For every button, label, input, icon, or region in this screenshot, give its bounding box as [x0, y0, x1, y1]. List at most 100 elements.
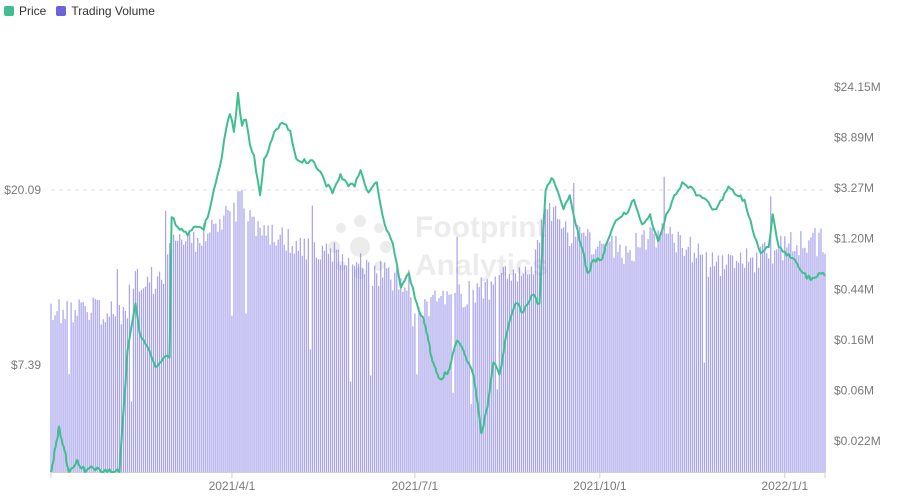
- volume-bar: [800, 231, 802, 472]
- volume-bar: [798, 255, 800, 472]
- volume-bar: [102, 319, 104, 472]
- volume-bar: [657, 230, 659, 472]
- volume-bar: [502, 266, 504, 472]
- volume-bar: [510, 280, 513, 472]
- volume-bar: [478, 287, 480, 472]
- volume-bar: [253, 216, 255, 472]
- volume-bar: [122, 307, 124, 472]
- volume-bar: [484, 282, 486, 472]
- volume-bar: [585, 236, 587, 472]
- volume-bar: [384, 262, 386, 472]
- volume-bar: [739, 252, 742, 472]
- volume-bar: [621, 257, 623, 472]
- volume-bar: [792, 251, 794, 472]
- volume-bar: [144, 286, 147, 472]
- volume-bar: [711, 252, 714, 472]
- legend-item-trading-volume[interactable]: Trading Volume: [56, 4, 155, 18]
- volume-bar: [534, 249, 537, 472]
- x-tick-label: 2021/10/1: [573, 479, 627, 493]
- volume-bar: [494, 276, 496, 472]
- volume-bar: [691, 262, 693, 472]
- volume-bar: [96, 299, 98, 472]
- volume-bar: [772, 263, 774, 472]
- volume-bar: [647, 239, 649, 472]
- volume-bar: [693, 252, 695, 472]
- volume-bar: [245, 313, 247, 472]
- volume-bar: [243, 208, 245, 472]
- volume-bar: [818, 232, 820, 472]
- volume-bar: [563, 227, 565, 472]
- volume-bar: [808, 240, 810, 472]
- right-axis-tick-label: $0.022M: [834, 434, 881, 448]
- volume-bar: [784, 236, 786, 472]
- volume-bar: [66, 301, 68, 472]
- volume-bar: [233, 202, 235, 473]
- volume-bar: [430, 297, 432, 472]
- volume-bar: [396, 267, 398, 472]
- volume-bar: [577, 224, 579, 472]
- volume-bar: [532, 274, 535, 472]
- volume-bar: [249, 210, 251, 472]
- volume-bars: [50, 176, 826, 473]
- volume-bar: [412, 326, 414, 472]
- volume-bar: [681, 248, 683, 472]
- volume-bar: [269, 244, 271, 472]
- volume-bar: [191, 242, 193, 472]
- volume-bar: [597, 246, 599, 472]
- volume-bar: [540, 219, 543, 472]
- volume-bar: [50, 303, 52, 472]
- volume-bar: [820, 228, 822, 472]
- legend-label-price: Price: [19, 4, 47, 18]
- volume-bar: [774, 250, 776, 472]
- volume-bar: [106, 313, 108, 472]
- volume-bar: [100, 324, 102, 472]
- volume-bar: [649, 227, 651, 472]
- volume-bar: [140, 289, 143, 472]
- volume-bar: [559, 219, 561, 472]
- volume-bar: [625, 245, 627, 472]
- volume-bar: [452, 392, 454, 472]
- volume-bar: [217, 231, 219, 472]
- volume-bar: [227, 210, 229, 472]
- volume-bar: [382, 277, 384, 472]
- volume-bar: [556, 219, 559, 472]
- volume-bar: [175, 240, 177, 472]
- volume-bar: [695, 258, 697, 472]
- volume-bar: [470, 404, 472, 472]
- volume-bar: [422, 320, 424, 472]
- volume-bar: [520, 275, 523, 472]
- volume-bar: [193, 231, 195, 472]
- volume-bar: [824, 253, 826, 472]
- volume-bar: [237, 191, 239, 473]
- volume-bar: [271, 224, 273, 472]
- volume-bar: [667, 233, 669, 472]
- volume-bar: [376, 273, 378, 472]
- volume-bar: [536, 240, 539, 472]
- volume-bar: [812, 232, 814, 472]
- volume-bar: [267, 225, 269, 472]
- volume-bar: [663, 176, 665, 472]
- volume-bar: [506, 278, 508, 472]
- axes: [50, 472, 826, 478]
- volume-bar: [211, 219, 213, 472]
- volume-bar: [721, 255, 724, 472]
- volume-bar: [637, 247, 639, 472]
- volume-bar: [215, 223, 217, 472]
- volume-bar: [756, 252, 758, 472]
- volume-bar: [458, 284, 460, 472]
- volume-bar: [619, 244, 621, 472]
- volume-bar: [353, 265, 356, 472]
- volume-bar: [659, 233, 661, 472]
- volume-bar: [538, 242, 541, 472]
- volume-bar: [548, 203, 551, 472]
- volume-bar: [323, 250, 326, 472]
- volume-bar: [581, 233, 583, 472]
- volume-bar: [440, 296, 442, 472]
- legend-item-price[interactable]: Price: [4, 4, 46, 18]
- volume-bar: [128, 284, 131, 472]
- volume-bar: [378, 285, 380, 472]
- volume-bar: [524, 266, 527, 472]
- volume-bar: [406, 290, 408, 472]
- volume-bar: [223, 215, 225, 472]
